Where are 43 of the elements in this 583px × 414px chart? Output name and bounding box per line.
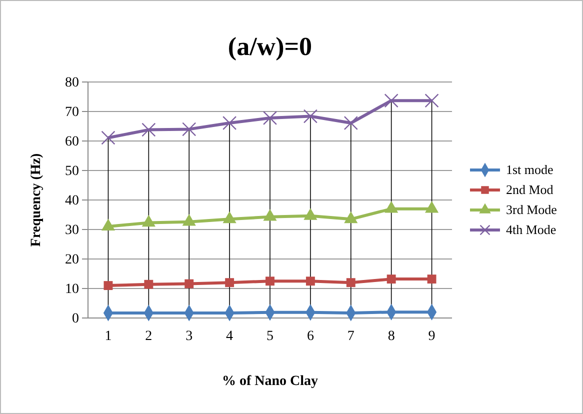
point (262, 110, 278, 126)
y-tick-label: 20 (65, 252, 79, 268)
point (266, 276, 274, 286)
y-tick-label: 10 (65, 282, 79, 297)
x-tick-label: 7 (347, 328, 354, 344)
y-tick-label: 60 (65, 134, 79, 150)
x-tick-label: 4 (226, 328, 234, 344)
y-tick-label: 0 (72, 311, 79, 326)
point (225, 278, 234, 288)
point (182, 122, 196, 136)
y-tick-label: 50 (65, 164, 79, 179)
x-tick-label: 8 (388, 328, 395, 344)
point (222, 116, 237, 130)
y-tick-label: 70 (65, 104, 79, 120)
point (104, 281, 113, 290)
x-tick-label: 5 (266, 328, 274, 344)
point (303, 109, 318, 124)
point (427, 274, 436, 284)
chart-title: (a/w)=0 (228, 32, 312, 61)
x-tick-label: 1 (104, 328, 112, 344)
point (344, 116, 358, 130)
point (424, 94, 439, 108)
y-tick-label: 30 (65, 222, 79, 238)
point (306, 276, 315, 286)
point (142, 122, 156, 137)
point (386, 274, 396, 284)
y-tick-label: 80 (65, 75, 79, 90)
point (144, 280, 154, 289)
point (384, 94, 398, 108)
x-tick-label: 9 (428, 328, 436, 344)
y-tick-label: 40 (65, 193, 79, 208)
legend-label: 1st mode (506, 162, 554, 177)
point (101, 130, 116, 145)
x-tick-label: 6 (306, 328, 314, 344)
x-tick-label: 3 (186, 328, 193, 344)
legend-label: 3rd Mode (506, 202, 558, 217)
point (346, 278, 356, 288)
y-axis-title: Frequency (Hz) (29, 152, 44, 247)
x-axis-title: % of Nano Clay (222, 374, 318, 389)
x-tick-label: 2 (145, 328, 152, 344)
legend-label: 2nd Mod (506, 182, 554, 197)
legend-label: 4th Mode (506, 222, 556, 237)
point (184, 279, 194, 288)
